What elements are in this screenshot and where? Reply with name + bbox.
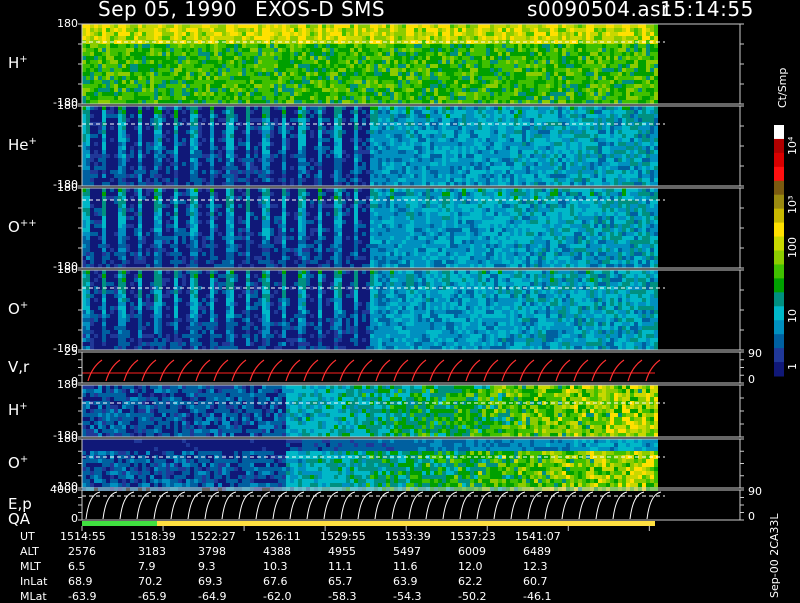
footer-cell: 6.5 [68, 560, 86, 573]
footer-cell: -58.3 [328, 590, 356, 603]
footer-cell: 4388 [263, 545, 291, 558]
footer-cell: 12.3 [523, 560, 548, 573]
colorbar-segment [774, 278, 784, 292]
footer-cell: 1514:55 [60, 530, 106, 543]
colorbar-segment [774, 125, 784, 139]
footer-cell: -50.2 [458, 590, 486, 603]
footer-row-label: InLat [20, 575, 47, 588]
colorbar-segment [774, 195, 784, 209]
footer-cell: -46.1 [523, 590, 551, 603]
colorbar-tick-1: 10³ [786, 196, 799, 214]
colorbar-tick-4: 1 [786, 363, 799, 370]
colorbar-segment [774, 139, 784, 153]
colorbar-segment [774, 334, 784, 348]
footer-cell: 4955 [328, 545, 356, 558]
footer-row-label: MLT [20, 560, 41, 573]
footer-row-label: MLat [20, 590, 47, 603]
colorbar-segment [774, 362, 784, 376]
colorbar-segment [774, 223, 784, 237]
colorbar-segment [774, 320, 784, 334]
footer-cell: 11.1 [328, 560, 353, 573]
colorbar-segment [774, 306, 784, 320]
colorbar-tick-0: 10⁴ [786, 137, 799, 155]
footer-cell: 12.0 [458, 560, 483, 573]
colorbar-segment [774, 237, 784, 251]
colorbar-segment [774, 181, 784, 195]
footer-cell: 9.3 [198, 560, 216, 573]
footer-cell: 1537:23 [450, 530, 496, 543]
footer-cell: -63.9 [68, 590, 96, 603]
colorbar-segment [774, 264, 784, 278]
footer-cell: 65.7 [328, 575, 353, 588]
footer-cell: 1518:39 [130, 530, 176, 543]
colorbar-segment [774, 209, 784, 223]
footer-cell: 70.2 [138, 575, 163, 588]
footer-cell: 11.6 [393, 560, 418, 573]
footer-cell: 6489 [523, 545, 551, 558]
footer-cell: 62.2 [458, 575, 483, 588]
colorbar-segment [774, 348, 784, 362]
footer-cell: 60.7 [523, 575, 548, 588]
colorbar-segment [774, 153, 784, 167]
footer-cell: 1522:27 [190, 530, 236, 543]
side-note: Sep-00 2CA33L [768, 513, 781, 598]
footer-row-label: ALT [20, 545, 39, 558]
footer-cell: 1529:55 [320, 530, 366, 543]
footer-cell: 68.9 [68, 575, 93, 588]
footer-row-label: UT [20, 530, 35, 543]
footer-cell: -62.0 [263, 590, 291, 603]
footer-cell: -64.9 [198, 590, 226, 603]
footer-cell: 1541:07 [515, 530, 561, 543]
footer-cell: -65.9 [138, 590, 166, 603]
colorbar-tick-3: 10 [786, 309, 799, 323]
footer-cell: 67.6 [263, 575, 288, 588]
footer-cell: 1526:11 [255, 530, 301, 543]
footer-cell: 69.3 [198, 575, 223, 588]
footer-cell: 7.9 [138, 560, 156, 573]
colorbar-segment [774, 167, 784, 181]
colorbar-unit: Ct/Smp [776, 68, 789, 108]
colorbar-segment [774, 292, 784, 306]
footer-cell: -54.3 [393, 590, 421, 603]
footer-cell: 5497 [393, 545, 421, 558]
footer-cell: 3798 [198, 545, 226, 558]
footer-cell: 63.9 [393, 575, 418, 588]
colorbar-segment [774, 251, 784, 265]
footer-cell: 3183 [138, 545, 166, 558]
footer-cell: 2576 [68, 545, 96, 558]
colorbar-tick-2: 100 [786, 237, 799, 258]
footer-cell: 1533:39 [385, 530, 431, 543]
footer-cell: 10.3 [263, 560, 288, 573]
footer-cell: 6009 [458, 545, 486, 558]
